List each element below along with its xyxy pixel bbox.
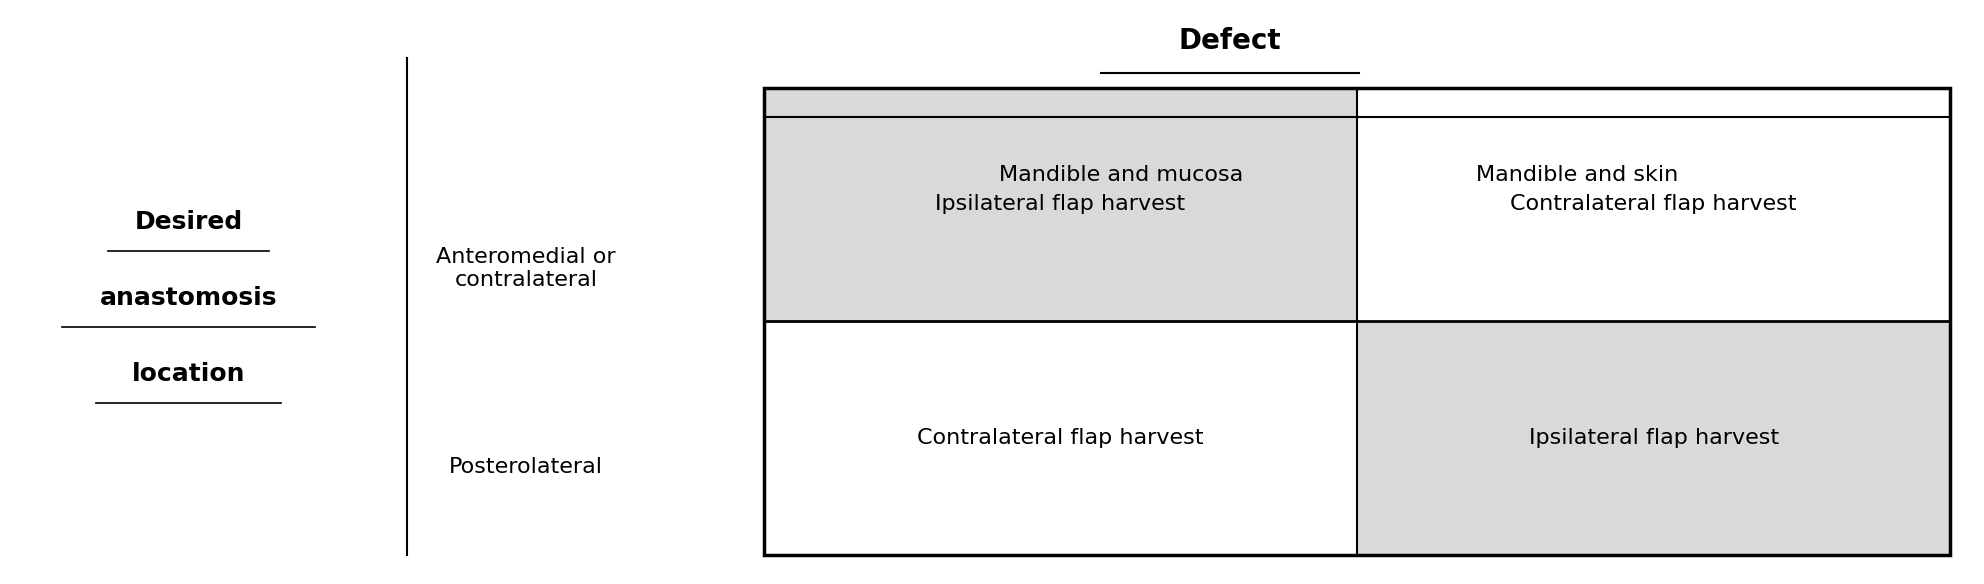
Text: Ipsilateral flap harvest: Ipsilateral flap harvest	[934, 194, 1186, 214]
Text: Contralateral flap harvest: Contralateral flap harvest	[1510, 194, 1798, 214]
Text: Mandible and skin: Mandible and skin	[1476, 165, 1678, 185]
Text: anastomosis: anastomosis	[99, 286, 278, 310]
Text: Contralateral flap harvest: Contralateral flap harvest	[917, 428, 1204, 448]
Text: Anteromedial or
contralateral: Anteromedial or contralateral	[436, 247, 615, 290]
Text: Mandible and mucosa: Mandible and mucosa	[998, 165, 1244, 185]
Bar	[764, 88, 1950, 555]
Text: Defect: Defect	[1178, 27, 1282, 55]
Text: Posterolateral: Posterolateral	[448, 457, 603, 477]
Text: location: location	[131, 361, 246, 386]
Bar	[1357, 321, 1950, 555]
Text: Ipsilateral flap harvest: Ipsilateral flap harvest	[1528, 428, 1780, 448]
Bar	[764, 88, 1357, 321]
Text: Desired: Desired	[135, 210, 242, 234]
Bar	[1357, 88, 1950, 321]
Bar	[764, 321, 1357, 555]
